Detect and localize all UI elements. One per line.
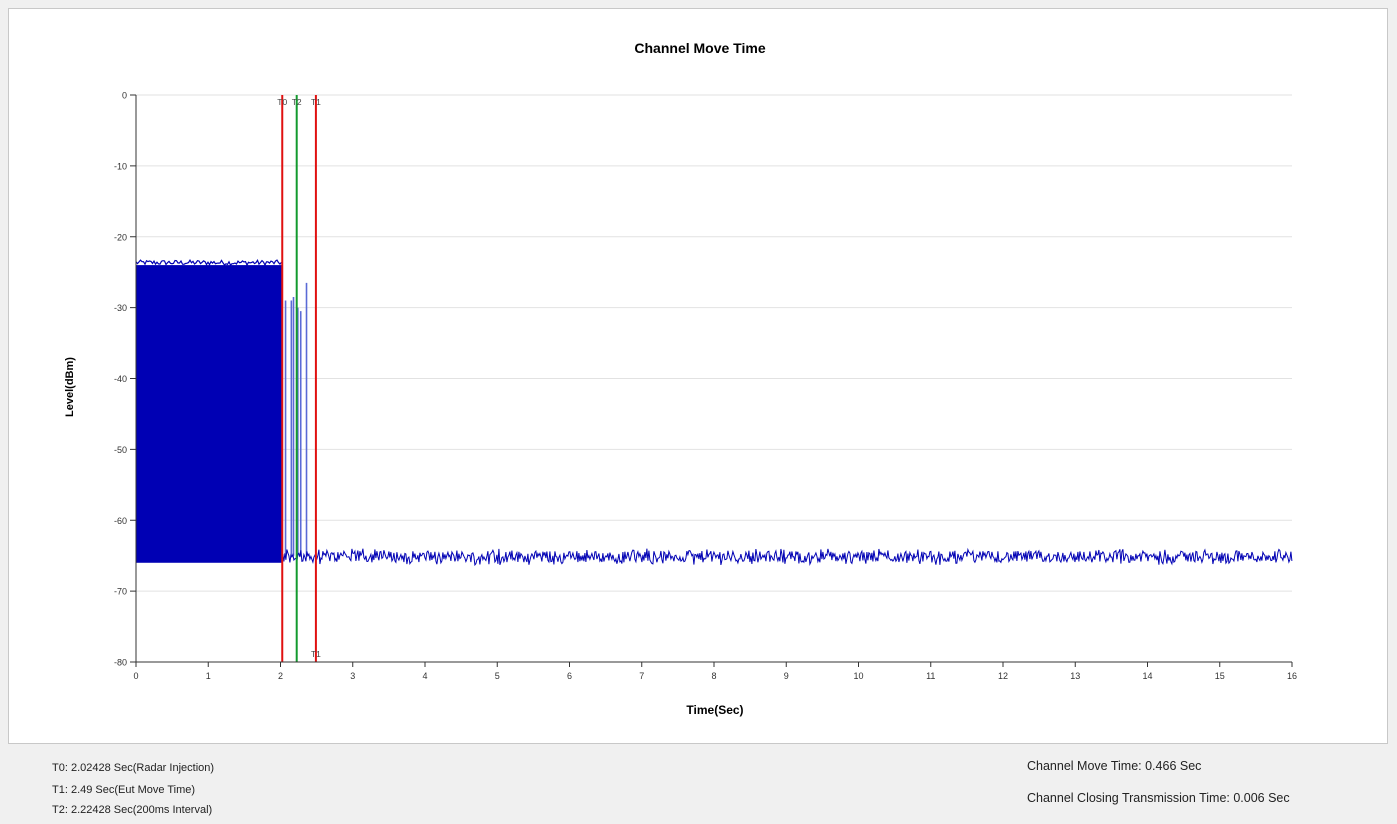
marker-label-t0: T0 bbox=[277, 97, 287, 107]
x-tick-label: 10 bbox=[853, 671, 863, 681]
x-tick-label: 4 bbox=[422, 671, 427, 681]
x-tick-label: 8 bbox=[711, 671, 716, 681]
x-tick-label: 7 bbox=[639, 671, 644, 681]
x-tick-label: 11 bbox=[926, 671, 935, 681]
y-tick-label: -50 bbox=[114, 445, 127, 455]
chart-panel: Channel Move Time Level(dBm) Time(Sec) T… bbox=[8, 8, 1388, 744]
marker-label-t2: T2 bbox=[292, 97, 302, 107]
x-tick-label: 2 bbox=[278, 671, 283, 681]
y-axis-label: Level(dBm) bbox=[64, 357, 76, 417]
x-tick-label: 1 bbox=[206, 671, 211, 681]
y-tick-label: 0 bbox=[122, 91, 127, 101]
x-tick-label: 13 bbox=[1070, 671, 1080, 681]
y-tick-label: -70 bbox=[114, 587, 127, 597]
x-tick-label: 14 bbox=[1142, 671, 1152, 681]
dense-signal-block bbox=[136, 265, 282, 563]
x-tick-label: 9 bbox=[784, 671, 789, 681]
chart-title: Channel Move Time bbox=[634, 40, 765, 56]
channel-move-time-info: Channel Move Time: 0.466 Sec bbox=[1027, 759, 1201, 773]
y-tick-label: -60 bbox=[114, 516, 127, 526]
y-tick-label: -40 bbox=[114, 374, 127, 384]
x-axis-label: Time(Sec) bbox=[686, 703, 743, 717]
x-tick-label: 16 bbox=[1287, 671, 1297, 681]
y-tick-label: -30 bbox=[114, 303, 127, 313]
y-tick-label: -20 bbox=[114, 232, 127, 242]
x-tick-label: 5 bbox=[495, 671, 500, 681]
y-tick-label: -80 bbox=[114, 658, 127, 668]
t0-info: T0: 2.02428 Sec(Radar Injection) bbox=[52, 762, 214, 774]
noise-floor-trace bbox=[282, 549, 1292, 565]
t2-info: T2: 2.22428 Sec(200ms Interval) bbox=[52, 804, 212, 816]
x-tick-label: 3 bbox=[350, 671, 355, 681]
channel-closing-time-info: Channel Closing Transmission Time: 0.006… bbox=[1027, 791, 1290, 805]
x-tick-label: 15 bbox=[1215, 671, 1225, 681]
x-tick-label: 6 bbox=[567, 671, 572, 681]
marker-label-t1: T1 bbox=[311, 97, 321, 107]
dense-signal-edge bbox=[136, 260, 282, 265]
channel-move-time-chart: Channel Move Time Level(dBm) Time(Sec) T… bbox=[9, 9, 1389, 745]
marker-bottom-label-t1: T1 bbox=[311, 649, 321, 659]
x-tick-label: 12 bbox=[998, 671, 1008, 681]
y-tick-label: -10 bbox=[114, 161, 127, 171]
x-tick-label: 0 bbox=[133, 671, 138, 681]
t1-info: T1: 2.49 Sec(Eut Move Time) bbox=[52, 784, 195, 796]
